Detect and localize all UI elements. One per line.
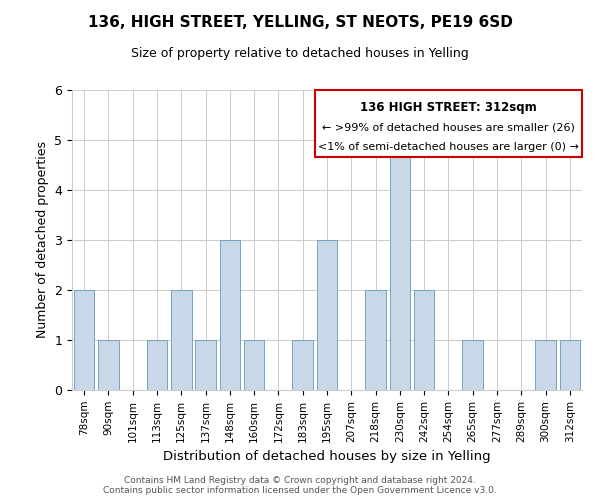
Bar	[171, 290, 191, 390]
Bar	[365, 290, 386, 390]
FancyBboxPatch shape	[315, 90, 582, 158]
Bar	[463, 340, 483, 390]
Text: 136 HIGH STREET: 312sqm: 136 HIGH STREET: 312sqm	[360, 101, 537, 114]
Text: ← >99% of detached houses are smaller (26): ← >99% of detached houses are smaller (2…	[322, 122, 575, 132]
Bar	[146, 340, 167, 390]
Bar	[317, 240, 337, 390]
X-axis label: Distribution of detached houses by size in Yelling: Distribution of detached houses by size …	[163, 450, 491, 463]
Bar	[389, 140, 410, 390]
Bar	[220, 240, 240, 390]
Bar	[98, 340, 119, 390]
Bar	[74, 290, 94, 390]
Bar	[244, 340, 265, 390]
Text: <1% of semi-detached houses are larger (0) →: <1% of semi-detached houses are larger (…	[318, 142, 579, 152]
Text: Size of property relative to detached houses in Yelling: Size of property relative to detached ho…	[131, 48, 469, 60]
Bar	[535, 340, 556, 390]
Bar	[195, 340, 216, 390]
Y-axis label: Number of detached properties: Number of detached properties	[36, 142, 49, 338]
Bar	[292, 340, 313, 390]
Text: Contains HM Land Registry data © Crown copyright and database right 2024.
Contai: Contains HM Land Registry data © Crown c…	[103, 476, 497, 495]
Bar	[560, 340, 580, 390]
Bar	[414, 290, 434, 390]
Text: 136, HIGH STREET, YELLING, ST NEOTS, PE19 6SD: 136, HIGH STREET, YELLING, ST NEOTS, PE1…	[88, 15, 512, 30]
